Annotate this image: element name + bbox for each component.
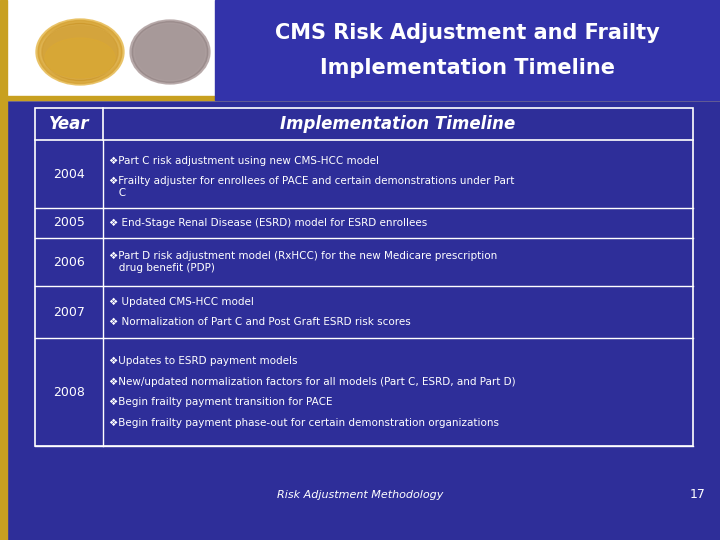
Text: Implementation Timeline: Implementation Timeline	[280, 115, 516, 133]
Text: 2008: 2008	[53, 386, 85, 399]
Ellipse shape	[45, 38, 115, 78]
Text: 17: 17	[690, 489, 706, 502]
Text: ❖ Normalization of Part C and Post Graft ESRD risk scores: ❖ Normalization of Part C and Post Graft…	[109, 317, 410, 327]
Text: ❖Begin frailty payment transition for PACE: ❖Begin frailty payment transition for PA…	[109, 397, 333, 407]
Text: 2006: 2006	[53, 255, 85, 268]
Ellipse shape	[134, 23, 206, 81]
Bar	[35, 108, 693, 446]
Bar	[0, 0, 720, 100]
Ellipse shape	[132, 22, 208, 83]
Bar	[0, 0, 7, 540]
Ellipse shape	[40, 24, 120, 79]
Bar	[0, 96, 720, 100]
Text: ❖New/updated normalization factors for all models (Part C, ESRD, and Part D): ❖New/updated normalization factors for a…	[109, 377, 516, 387]
Ellipse shape	[38, 21, 122, 84]
Text: 2007: 2007	[53, 306, 85, 319]
Text: ❖Frailty adjuster for enrollees of PACE and certain demonstrations under Part
  : ❖Frailty adjuster for enrollees of PACE …	[109, 176, 514, 198]
Text: CMS Risk Adjustment and Frailty: CMS Risk Adjustment and Frailty	[275, 23, 660, 43]
Text: Year: Year	[49, 115, 89, 133]
Text: ❖ End-Stage Renal Disease (ESRD) model for ESRD enrollees: ❖ End-Stage Renal Disease (ESRD) model f…	[109, 218, 427, 228]
Text: Implementation Timeline: Implementation Timeline	[320, 58, 615, 78]
Text: 2005: 2005	[53, 217, 85, 230]
Text: 2004: 2004	[53, 167, 85, 180]
Text: ❖ Updated CMS-HCC model: ❖ Updated CMS-HCC model	[109, 297, 254, 307]
Bar	[215, 0, 720, 100]
Text: ❖Updates to ESRD payment models: ❖Updates to ESRD payment models	[109, 356, 297, 366]
Ellipse shape	[130, 20, 210, 84]
Text: ❖Begin frailty payment phase-out for certain demonstration organizations: ❖Begin frailty payment phase-out for cer…	[109, 418, 499, 428]
Text: ❖Part C risk adjustment using new CMS-HCC model: ❖Part C risk adjustment using new CMS-HC…	[109, 156, 379, 166]
Ellipse shape	[36, 19, 124, 85]
Text: ❖Part D risk adjustment model (RxHCC) for the new Medicare prescription
   drug : ❖Part D risk adjustment model (RxHCC) fo…	[109, 251, 498, 273]
Bar	[35, 108, 693, 446]
Ellipse shape	[42, 24, 118, 80]
Text: Risk Adjustment Methodology: Risk Adjustment Methodology	[276, 490, 444, 500]
